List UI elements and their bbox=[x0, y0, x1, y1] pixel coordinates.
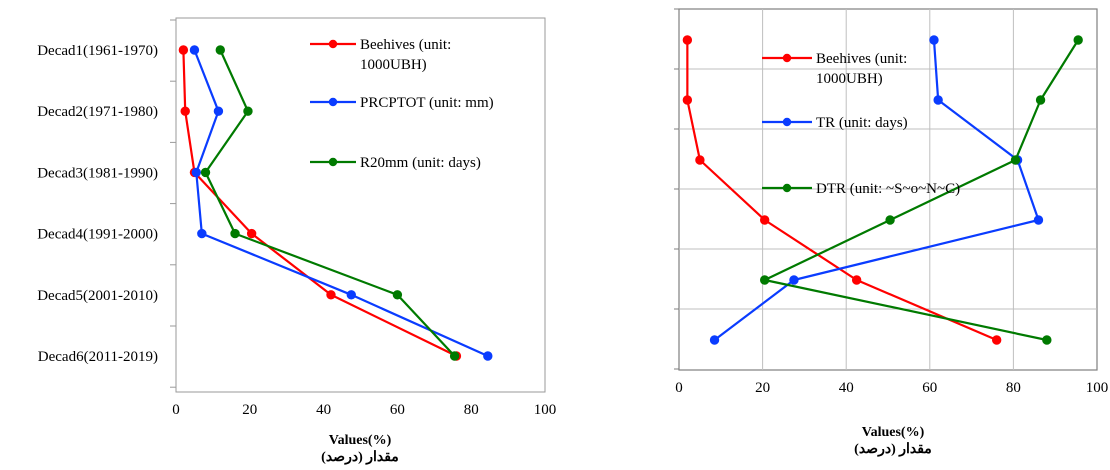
data-point bbox=[191, 167, 201, 178]
category-label: Decad5(2001-2010) bbox=[37, 288, 158, 304]
x-tick-label: 80 bbox=[1006, 380, 1021, 396]
x-tick-label: 40 bbox=[839, 380, 854, 396]
data-point bbox=[200, 167, 211, 178]
legend-label: TR (unit: days) bbox=[816, 115, 908, 131]
series-line bbox=[686, 40, 998, 342]
legend-marker bbox=[782, 117, 792, 127]
data-point bbox=[759, 215, 770, 225]
data-point bbox=[933, 95, 943, 105]
x-axis-title-fa: مقدار (درصد) bbox=[321, 450, 399, 465]
data-point bbox=[246, 228, 257, 239]
data-point bbox=[1010, 155, 1021, 165]
data-point bbox=[243, 106, 253, 116]
data-point bbox=[885, 215, 895, 225]
x-axis-title: Values(%) bbox=[329, 433, 392, 448]
data-point bbox=[392, 290, 403, 300]
chart-right: 0 20 40 60 80 100 Beehives (unit: 1000UBH) TR (u… bbox=[674, 8, 1109, 457]
data-point bbox=[1033, 215, 1044, 225]
x-tick-label: 20 bbox=[242, 402, 257, 418]
data-point bbox=[178, 45, 189, 55]
x-tick-label: 80 bbox=[464, 402, 479, 418]
legend-marker bbox=[328, 39, 338, 49]
data-point bbox=[346, 290, 356, 300]
data-point bbox=[695, 155, 705, 165]
data-point bbox=[759, 275, 770, 285]
data-point bbox=[449, 351, 460, 361]
data-point bbox=[851, 275, 862, 285]
data-point bbox=[991, 335, 1002, 345]
data-point bbox=[215, 45, 225, 55]
x-tick-label: 60 bbox=[922, 380, 937, 396]
data-point bbox=[197, 228, 207, 239]
legend-label: 1000UBH) bbox=[816, 71, 883, 87]
data-point bbox=[230, 228, 240, 239]
series-line bbox=[713, 39, 1040, 341]
data-point bbox=[326, 290, 336, 300]
legend-label: Beehives (unit: bbox=[816, 51, 907, 67]
legend-label: Beehives (unit: bbox=[360, 37, 451, 53]
data-point bbox=[1035, 95, 1046, 105]
data-point bbox=[483, 351, 493, 361]
legend-marker bbox=[782, 53, 792, 63]
legend-marker bbox=[782, 183, 792, 193]
series-line bbox=[763, 39, 1080, 342]
x-tick-label: 20 bbox=[755, 380, 770, 396]
category-label: Decad6(2011-2019) bbox=[38, 349, 158, 365]
series-line bbox=[193, 49, 489, 358]
category-label: Decad4(1991-2000) bbox=[37, 227, 158, 243]
chart-left: 0 20 40 60 80 100 Decad1(1961-1970) Decad2(1971… bbox=[37, 17, 557, 465]
data-point bbox=[709, 335, 720, 345]
plot-frame bbox=[175, 17, 546, 393]
data-point bbox=[682, 95, 693, 105]
data-point bbox=[1073, 35, 1083, 45]
x-tick-label: 100 bbox=[534, 402, 557, 418]
data-point bbox=[213, 106, 224, 116]
data-point bbox=[929, 35, 939, 45]
x-tick-label: 0 bbox=[675, 380, 683, 396]
category-label: Decad1(1961-1970) bbox=[37, 43, 158, 59]
legend-marker bbox=[328, 97, 338, 107]
series-line bbox=[182, 49, 457, 357]
data-point bbox=[1042, 335, 1052, 345]
x-tick-label: 0 bbox=[172, 402, 180, 418]
data-point bbox=[682, 35, 693, 45]
legend-label: 1000UBH) bbox=[360, 57, 427, 73]
legend-marker bbox=[328, 157, 338, 167]
series-line bbox=[204, 49, 456, 357]
x-axis-title: Values(%) bbox=[862, 425, 925, 440]
legend-label: DTR (unit: ~S~o~N~C) bbox=[816, 181, 960, 197]
x-axis-title-fa: مقدار (درصد) bbox=[854, 442, 932, 457]
legend-label: R20mm (unit: days) bbox=[360, 155, 481, 171]
x-tick-label: 60 bbox=[390, 402, 405, 418]
x-tick-label: 40 bbox=[316, 402, 331, 418]
category-label: Decad2(1971-1980) bbox=[37, 104, 158, 120]
data-point bbox=[789, 275, 799, 285]
data-point bbox=[180, 106, 190, 116]
x-tick-label: 100 bbox=[1086, 380, 1109, 396]
category-label: Decad3(1981-1990) bbox=[37, 165, 158, 181]
data-point bbox=[189, 45, 200, 55]
legend-label: PRCPTOT (unit: mm) bbox=[360, 95, 494, 111]
